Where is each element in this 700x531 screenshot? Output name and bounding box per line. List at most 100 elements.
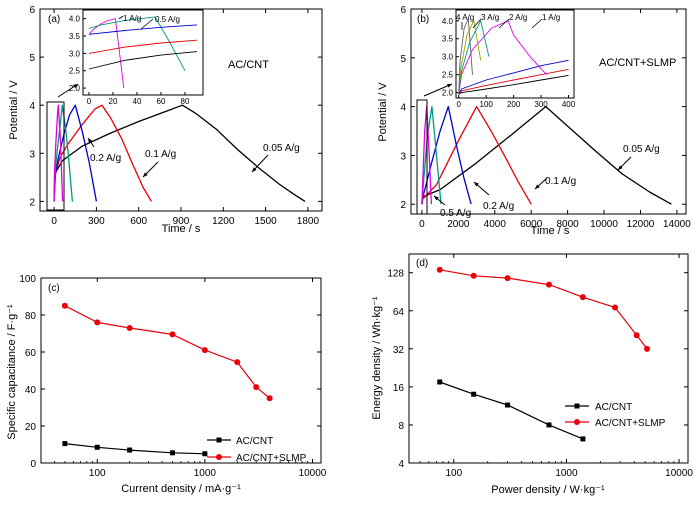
panel-b-x-tick-label-4: 8000 xyxy=(556,219,579,230)
panel-b-inset-x-tick-label-3: 300 xyxy=(534,100,548,109)
panel-d-y-tick-label-5: 128 xyxy=(387,269,404,280)
panel-a-series-4 xyxy=(53,104,64,202)
panel-a-x-tick-label-3: 900 xyxy=(173,216,190,227)
panel-b-inset-x-tick-label-1: 100 xyxy=(480,100,494,109)
panel-d-legend-label-1: AC/CNT+SLMP xyxy=(595,418,666,429)
panel-c-legend-marker-0 xyxy=(216,437,222,443)
panel-c-series-0-point-2 xyxy=(127,447,133,453)
panel-a-inset-x-tick-label-2: 40 xyxy=(133,97,142,106)
panel-b-inset-label-2: 2 A/g xyxy=(509,13,527,22)
panel-b-y-tick-label-2: 4 xyxy=(400,103,406,114)
panel-a-inset-x-tick-label-0: 0 xyxy=(87,97,92,106)
panel-a-inset-leader-1 xyxy=(140,18,154,30)
panel-a-y-tick-label-0: 2 xyxy=(29,197,35,208)
panel-b-inset-frame xyxy=(455,9,575,99)
panel-d-x-tick-label-1: 1000 xyxy=(555,468,578,479)
panel-d-series-1-point-7 xyxy=(644,345,651,352)
panel-d-x-tick-label-0: 100 xyxy=(445,468,462,479)
panel-b-x-tick-label-6: 12000 xyxy=(627,219,655,230)
panel-b-inset-series-6 xyxy=(458,18,473,95)
panel-b-series-1 xyxy=(421,105,532,205)
panel-b-inset-label-3: 1 A/g xyxy=(542,13,560,22)
panel-d-series-0-point-2 xyxy=(505,402,511,408)
panel-a-annotation-1: 0.1 A/g xyxy=(145,149,176,160)
panel-d-y-tick-label-3: 32 xyxy=(393,345,405,356)
panel-b-inset-series-5 xyxy=(458,20,482,95)
panel-a-arrow-0-head xyxy=(252,167,257,172)
panel-d-x-tick-label-2: 10000 xyxy=(665,468,693,479)
panel-a-inset-x-tick-label-3: 60 xyxy=(157,97,166,106)
panel-c-series-1-point-1 xyxy=(94,319,101,326)
panel-d: 100 1000 10000 4 8 16 32 64 128 (d) Power density … xyxy=(371,253,693,496)
panel-b-annotation-0: 0.05 A/g xyxy=(623,144,660,155)
panel-c-y-axis-label: Specific capacitance / F·g⁻¹ xyxy=(6,304,18,440)
panel-a-inset-series-2 xyxy=(88,24,198,35)
panel-b-zoom-arrow-head xyxy=(447,84,452,88)
panel-b-x-tick-label-3: 6000 xyxy=(520,219,543,230)
panel-a-x-axis-label: Time / s xyxy=(162,223,201,235)
panel-d-series-0-point-0 xyxy=(437,379,443,385)
panel-d-x-axis-label: Power density / W·kg⁻¹ xyxy=(491,484,605,496)
panel-b-inset-y-tick-label-1: 2.5 xyxy=(442,71,454,80)
panel-d-y-tick-label-2: 16 xyxy=(393,383,405,394)
panel-b-x-tick-label-5: 10000 xyxy=(590,219,618,230)
panel-d-y-tick-label-1: 8 xyxy=(398,421,404,432)
panel-b-x-tick-label-2: 4000 xyxy=(484,219,507,230)
panel-c-legend-marker-1 xyxy=(216,454,222,460)
panel-b-tag: (b) xyxy=(417,14,429,25)
panel-c-series-1-line xyxy=(64,305,271,399)
panel-d-series-0-line xyxy=(439,381,584,440)
panel-a-zoom-arrow-head xyxy=(73,84,78,89)
panel-c-x-tick-label-2: 10000 xyxy=(299,468,327,479)
panel-b: 0 2000 4000 6000 8000 10000 12000 1400023456(b)… xyxy=(377,5,691,237)
panel-a: 0 300 600 900 1200 1500 180023456(a)AC/CNTTime… xyxy=(8,5,323,235)
panel-a-inset-y-tick-label-2: 3.0 xyxy=(69,49,81,58)
panel-b-sample-label: AC/CNT+SLMP xyxy=(599,57,676,69)
panel-a-x-tick-label-6: 1800 xyxy=(297,216,320,227)
panel-d-series-1-point-3 xyxy=(546,281,553,288)
panel-b-inset-series-2 xyxy=(458,59,569,95)
panel-c-series-0-point-3 xyxy=(169,450,175,456)
panel-b-y-tick-label-4: 6 xyxy=(400,5,406,16)
panel-a-annotation-0: 0.05 A/g xyxy=(263,143,300,154)
panel-a-inset-frame xyxy=(82,9,204,96)
panel-a-y-tick-label-2: 4 xyxy=(29,101,35,112)
panel-a-arrow-2-head xyxy=(88,138,93,143)
panel-a-inset-series-4 xyxy=(88,51,198,70)
panel-a-inset-series-0 xyxy=(88,18,125,89)
panel-b-arrow-3-head xyxy=(434,196,439,201)
panel-a-inset-label-0: 1 A/g xyxy=(123,14,141,23)
panel-a-x-tick-label-0: 0 xyxy=(51,216,57,227)
panel-a-x-tick-label-1: 300 xyxy=(88,216,105,227)
panel-c-y-tick-label-1: 20 xyxy=(25,422,37,433)
panel-d-tag: (d) xyxy=(416,258,428,269)
panel-d-series-1-point-5 xyxy=(612,304,619,311)
panel-a-inset-y-tick-label-4: 4.0 xyxy=(69,15,81,24)
panel-b-inset-series-0 xyxy=(458,74,569,95)
panel-a-inset-leader-0 xyxy=(118,15,124,20)
panel-b-x-tick-label-1: 2000 xyxy=(447,219,470,230)
panel-c: 100 1000 10000 0 20 40 60 80 100 (c) Current densi… xyxy=(6,274,327,495)
panel-c-series-0-point-0 xyxy=(62,441,68,447)
panel-c-y-tick-label-4: 80 xyxy=(25,311,37,322)
panel-a-x-tick-label-2: 600 xyxy=(130,216,147,227)
panel-a-inset-x-tick-label-4: 80 xyxy=(181,97,190,106)
panel-b-inset-leader-3 xyxy=(531,18,543,29)
panel-b-annotation-1: 0.1 A/g xyxy=(545,176,576,187)
panel-b-arrow-0-head xyxy=(618,165,623,170)
panel-d-series-1-line xyxy=(439,269,648,350)
panel-c-series-1-point-2 xyxy=(126,324,133,331)
panel-b-inset-series-3 xyxy=(458,20,547,95)
panel-a-inset: 0 20 40 60 80 2.0 2.5 3.0 3.5 4.0 1 A/g 0.5 A/g xyxy=(69,9,204,106)
panel-b-y-tick-label-3: 5 xyxy=(400,54,406,65)
panel-b-inset-y-tick-label-2: 3.0 xyxy=(442,53,454,62)
panel-c-y-tick-label-5: 100 xyxy=(19,274,36,285)
panel-a-y-tick-label-1: 3 xyxy=(29,149,35,160)
panel-b-x-tick-label-7: 14000 xyxy=(663,219,691,230)
panel-b-annotation-2: 0.2 A/g xyxy=(483,201,514,212)
panel-b-inset: 0 100 200 300 400 2.0 2.5 3.0 3.5 4.0 4 A/g 3 A/g 2 … xyxy=(442,9,576,109)
panel-c-legend-label-1: AC/CNT+SLMP xyxy=(236,453,307,464)
panel-c-tag: (c) xyxy=(48,283,60,294)
panel-c-y-tick-label-3: 60 xyxy=(25,348,37,359)
